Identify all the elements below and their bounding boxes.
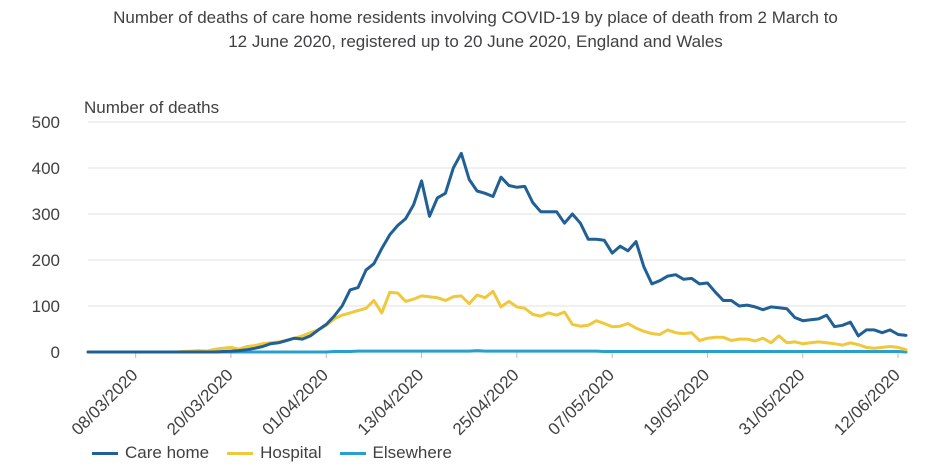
x-tick-label: 25/04/2020 (449, 365, 523, 439)
y-tick-label: 500 (32, 113, 60, 132)
legend-swatch (227, 451, 254, 455)
y-tick-label: 0 (51, 343, 60, 362)
y-tick-label: 200 (32, 251, 60, 270)
y-tick-label: 300 (32, 205, 60, 224)
gridlines (88, 121, 906, 353)
series-line-care-home (86, 151, 908, 354)
x-axis-ticks: 08/03/2020 20/03/2020 01/04/2020 13/04/2020… (68, 352, 904, 439)
y-tick-label: 100 (32, 297, 60, 316)
legend-swatch (339, 451, 366, 455)
legend-label: Care home (125, 443, 210, 462)
x-tick-label: 08/03/2020 (68, 365, 142, 439)
x-tick-label: 07/05/2020 (544, 365, 618, 439)
legend-label: Hospital (260, 443, 322, 462)
legend-item-care-home: Care home (92, 443, 209, 463)
y-axis-ticks: 0 100 200 300 400 500 (32, 113, 60, 362)
chart-title: Number of deaths of care home residents … (0, 6, 951, 54)
series-line-hospital (86, 289, 908, 354)
legend-item-hospital: Hospital (227, 443, 322, 463)
x-tick-label: 31/05/2020 (735, 365, 809, 439)
x-tick-label: 13/04/2020 (354, 365, 428, 439)
series-lines (86, 151, 908, 354)
legend-swatch (92, 451, 118, 455)
y-axis-label: Number of deaths (84, 98, 220, 117)
x-tick-label: 01/04/2020 (258, 365, 332, 439)
y-tick-label: 400 (32, 159, 60, 178)
legend-item-elsewhere: Elsewhere (339, 443, 452, 463)
legend: Care home Hospital Elsewhere (92, 443, 470, 463)
x-tick-label: 12/06/2020 (830, 365, 904, 439)
chart-title-line-1: Number of deaths of care home residents … (113, 8, 838, 27)
x-tick-label: 20/03/2020 (163, 365, 237, 439)
legend-label: Elsewhere (372, 443, 452, 462)
x-tick-label: 19/05/2020 (640, 365, 714, 439)
chart-title-line-2: 12 June 2020, registered up to 20 June 2… (228, 32, 723, 51)
